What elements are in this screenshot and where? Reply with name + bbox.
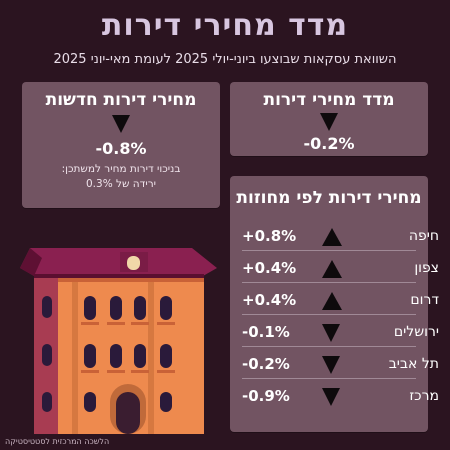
district-divider bbox=[242, 282, 416, 283]
district-row: -0.2% תל אביב bbox=[242, 350, 445, 380]
index-value: -0.2% bbox=[303, 134, 355, 153]
district-name: מרכז bbox=[409, 388, 439, 404]
district-row: +0.8% חיפה bbox=[242, 222, 445, 252]
district-value: +0.4% bbox=[242, 259, 297, 277]
district-value: -0.2% bbox=[242, 355, 290, 373]
district-value: -0.9% bbox=[242, 387, 290, 405]
district-row: +0.4% צפון bbox=[242, 254, 445, 284]
district-name: צפון bbox=[414, 260, 439, 276]
source-credit: הלשכה המרכזית לסטטיסטיקה bbox=[5, 437, 110, 446]
index-card: מדד מחירי דירות -0.2% bbox=[230, 82, 428, 156]
district-divider bbox=[242, 250, 416, 251]
district-name: דרום bbox=[410, 292, 439, 308]
up-arrow-icon bbox=[322, 228, 342, 246]
district-row: -0.1% ירושלים bbox=[242, 318, 445, 348]
district-divider bbox=[242, 378, 416, 379]
district-value: +0.8% bbox=[242, 227, 297, 245]
building-illustration bbox=[20, 248, 217, 434]
index-card-title: מדד מחירי דירות bbox=[263, 90, 395, 110]
down-arrow-icon bbox=[112, 115, 130, 133]
new-apartments-value: -0.8% bbox=[95, 139, 147, 158]
down-arrow-icon bbox=[322, 324, 340, 342]
page-title: מדד מחירי דירות bbox=[101, 8, 349, 43]
down-arrow-icon bbox=[322, 356, 340, 374]
new-apartments-title: מחירי דירות חדשות bbox=[45, 90, 197, 110]
district-name: ירושלים bbox=[393, 324, 439, 340]
district-divider bbox=[242, 314, 416, 315]
new-apartments-card: מחירי דירות חדשות -0.8% בניכוי דירות מחי… bbox=[22, 82, 220, 208]
new-apartments-note-1: בניכוי דירות מחיר למשתכן: bbox=[61, 163, 181, 175]
new-apartments-note-2: ירידה של 0.3% bbox=[86, 178, 156, 190]
page-subtitle: השוואת עסקאות שבוצעו ביוני-יולי 2025 לעו… bbox=[53, 52, 397, 67]
districts-card-title: מחירי דירות לפי מחוזות bbox=[236, 188, 422, 208]
district-name: חיפה bbox=[408, 228, 439, 244]
district-name: תל אביב bbox=[388, 356, 439, 372]
up-arrow-icon bbox=[322, 260, 342, 278]
district-value: -0.1% bbox=[242, 323, 290, 341]
district-row: +0.4% דרום bbox=[242, 286, 445, 316]
down-arrow-icon bbox=[320, 113, 338, 131]
down-arrow-icon bbox=[322, 388, 340, 406]
district-divider bbox=[242, 346, 416, 347]
district-row: -0.9% מרכז bbox=[242, 382, 445, 412]
up-arrow-icon bbox=[322, 292, 342, 310]
district-value: +0.4% bbox=[242, 291, 297, 309]
